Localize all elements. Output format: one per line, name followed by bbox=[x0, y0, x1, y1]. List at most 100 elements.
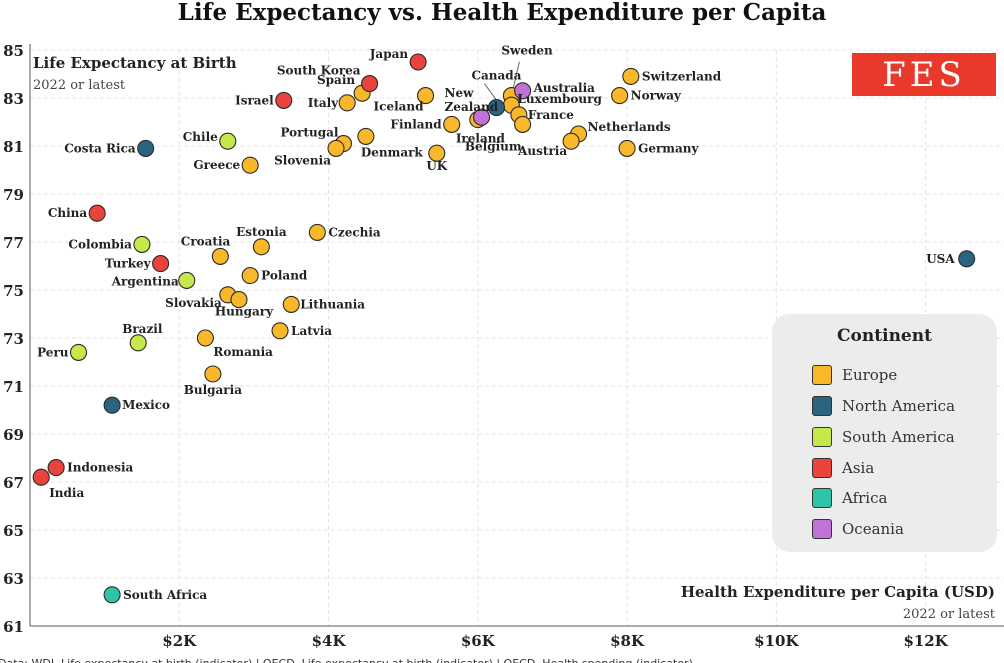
point-austria bbox=[562, 132, 580, 150]
point-label-line-australia-0: Australia bbox=[533, 81, 596, 95]
point-label-line-czechia-0: Czechia bbox=[328, 225, 381, 239]
point-chile bbox=[219, 132, 237, 150]
point-japan bbox=[409, 53, 427, 71]
legend-swatch-asia bbox=[812, 458, 832, 478]
point-new-zealand bbox=[472, 108, 491, 126]
legend-label-oceania: Oceania bbox=[842, 520, 904, 538]
point-label-line-japan-0: Japan bbox=[369, 47, 409, 61]
point-label-line-brazil-0: Brazil bbox=[122, 322, 163, 336]
point-estonia bbox=[252, 238, 270, 256]
annotation-layer bbox=[484, 61, 520, 102]
point-label-ireland: Ireland bbox=[456, 132, 506, 146]
point-label-line-iceland-0: Iceland bbox=[374, 100, 425, 114]
point-label-line-new-zealand-0: New bbox=[445, 86, 475, 100]
point-label-iceland: Iceland bbox=[374, 100, 425, 114]
point-label-hungary: Hungary bbox=[215, 305, 274, 319]
point-peru bbox=[69, 343, 88, 361]
point-label-peru: Peru bbox=[37, 345, 69, 359]
point-label-line-costa-rica-0: Costa Rica bbox=[64, 141, 136, 155]
point-label-chile: Chile bbox=[183, 130, 218, 144]
point-label-line-uk-0: UK bbox=[426, 159, 447, 173]
x-tick-label-6000: $6K bbox=[461, 632, 496, 650]
point-label-line-switzerland-0: Switzerland bbox=[642, 69, 722, 83]
point-denmark bbox=[357, 127, 375, 145]
point-label-switzerland: Switzerland bbox=[642, 69, 722, 83]
point-costa-rica bbox=[137, 139, 155, 157]
point-label-india: India bbox=[49, 486, 84, 500]
point-australia bbox=[514, 82, 532, 100]
point-label-line-south-korea-0: South Korea bbox=[277, 64, 361, 78]
point-lithuania bbox=[282, 295, 300, 313]
point-romania bbox=[196, 329, 214, 347]
y-tick-label-69: 69 bbox=[3, 426, 24, 444]
y-axis-title: Life Expectancy at Birth bbox=[33, 54, 237, 72]
point-label-new-zealand: New Zealand bbox=[445, 86, 499, 114]
legend-swatch-oceania bbox=[812, 519, 832, 539]
y-tick-label-63: 63 bbox=[3, 570, 24, 588]
legend-item-africa: Africa bbox=[812, 487, 887, 509]
point-colombia bbox=[133, 235, 151, 253]
point-label-line-poland-0: Poland bbox=[261, 269, 308, 283]
point-label-turkey: Turkey bbox=[105, 257, 152, 271]
point-usa bbox=[958, 250, 976, 268]
point-switzerland bbox=[622, 67, 640, 85]
y-tick-label-81: 81 bbox=[3, 138, 24, 156]
point-greece bbox=[241, 156, 259, 174]
point-mexico bbox=[103, 396, 121, 414]
legend-item-oceania: Oceania bbox=[812, 518, 904, 540]
point-label-line-turkey-0: Turkey bbox=[105, 257, 152, 271]
point-label-line-france-0: France bbox=[528, 108, 574, 122]
point-label-romania: Romania bbox=[213, 345, 273, 359]
point-italy bbox=[338, 94, 356, 112]
point-label-line-lithuania-0: Lithuania bbox=[300, 297, 365, 311]
legend-title: Continent bbox=[837, 326, 932, 346]
legend-swatch-south-america bbox=[812, 427, 832, 447]
point-label-line-spain-0: Spain bbox=[317, 73, 355, 87]
point-label-israel: Israel bbox=[235, 93, 274, 107]
point-label-estonia: Estonia bbox=[236, 225, 287, 239]
point-label-line-netherlands-0: Netherlands bbox=[588, 120, 671, 134]
point-label-mexico: Mexico bbox=[122, 398, 170, 412]
point-label-south-africa: South Africa bbox=[123, 588, 207, 602]
y-tick-label-67: 67 bbox=[3, 474, 24, 492]
x-axis-title: Health Expenditure per Capita (USD) bbox=[681, 583, 995, 601]
point-label-latvia: Latvia bbox=[291, 324, 332, 338]
y-tick-label-83: 83 bbox=[3, 90, 24, 108]
legend-item-asia: Asia bbox=[812, 457, 874, 479]
point-label-line-denmark-0: Denmark bbox=[361, 145, 424, 159]
point-label-italy: Italy bbox=[308, 96, 339, 110]
point-label-line-ireland-0: Ireland bbox=[456, 132, 506, 146]
point-uk bbox=[428, 144, 446, 162]
axis-layer: 61 63 65 67 69 71 73 75 77 79 81 83 85 $2K $4K $6K $8K $1… bbox=[3, 42, 1004, 650]
point-label-austria: Austria bbox=[517, 144, 567, 158]
point-label-line-slovenia-0: Slovenia bbox=[274, 153, 331, 167]
point-label-line-mexico-0: Mexico bbox=[122, 398, 170, 412]
point-label-costa-rica: Costa Rica bbox=[64, 141, 136, 155]
point-layer bbox=[32, 53, 976, 604]
point-label-line-argentina-0: Argentina bbox=[111, 274, 179, 288]
point-label-line-slovakia-0: Slovakia bbox=[165, 296, 222, 310]
legend-label-europe: Europe bbox=[842, 366, 898, 384]
y-tick-label-71: 71 bbox=[3, 378, 24, 396]
point-label-line-estonia-0: Estonia bbox=[236, 225, 287, 239]
point-label-greece: Greece bbox=[193, 158, 240, 172]
point-argentina bbox=[178, 271, 196, 289]
point-latvia bbox=[271, 322, 289, 340]
point-label-spain: Spain bbox=[317, 73, 355, 87]
point-label-china: China bbox=[48, 206, 88, 220]
point-label-poland: Poland bbox=[261, 269, 308, 283]
point-label-uk: UK bbox=[426, 159, 447, 173]
x-tick-label-10000: $10K bbox=[754, 632, 799, 650]
point-finland bbox=[443, 115, 461, 133]
point-india bbox=[32, 468, 50, 486]
point-indonesia bbox=[47, 459, 65, 477]
point-brazil bbox=[129, 334, 147, 352]
point-canada bbox=[487, 99, 506, 117]
legend-item-europe: Europe bbox=[812, 364, 897, 386]
x-tick-label-4000: $4K bbox=[312, 632, 347, 650]
y-tick-label-61: 61 bbox=[3, 618, 24, 636]
point-label-line-greece-0: Greece bbox=[193, 158, 240, 172]
point-iceland bbox=[417, 87, 435, 105]
x-tick-label-2000: $2K bbox=[162, 632, 197, 650]
